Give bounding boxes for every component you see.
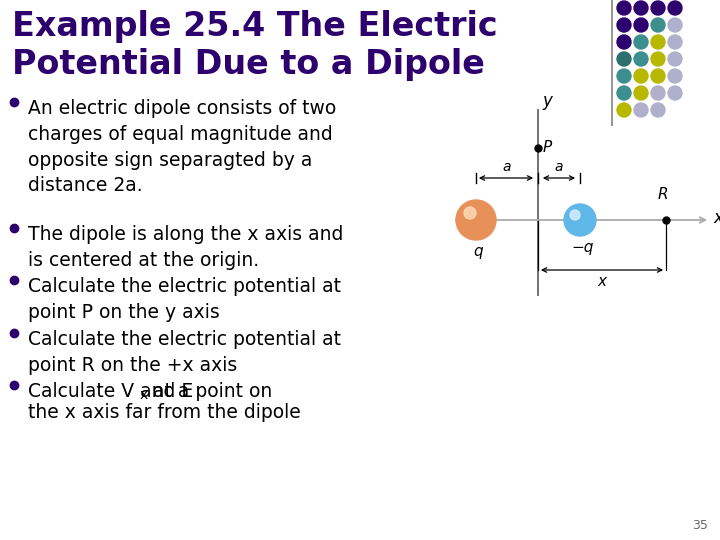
Text: −q: −q <box>572 240 594 255</box>
Circle shape <box>668 18 682 32</box>
Circle shape <box>564 204 596 236</box>
Circle shape <box>634 103 648 117</box>
Circle shape <box>651 1 665 15</box>
Circle shape <box>617 86 631 100</box>
Circle shape <box>651 18 665 32</box>
Text: y: y <box>542 92 552 110</box>
Circle shape <box>651 52 665 66</box>
Text: R: R <box>657 187 668 202</box>
Text: Calculate the electric potential at
point P on the y axis: Calculate the electric potential at poin… <box>28 277 341 322</box>
Text: a: a <box>554 160 563 174</box>
Circle shape <box>617 18 631 32</box>
Circle shape <box>570 210 580 220</box>
Circle shape <box>617 52 631 66</box>
Circle shape <box>668 52 682 66</box>
Circle shape <box>634 86 648 100</box>
Circle shape <box>668 1 682 15</box>
Text: The dipole is along the x axis and
is centered at the origin.: The dipole is along the x axis and is ce… <box>28 225 343 270</box>
Text: Calculate the electric potential at
point R on the +x axis: Calculate the electric potential at poin… <box>28 330 341 375</box>
Text: a: a <box>503 160 511 174</box>
Circle shape <box>651 69 665 83</box>
Text: the x axis far from the dipole: the x axis far from the dipole <box>28 403 301 422</box>
Text: P: P <box>543 140 552 156</box>
Text: x: x <box>598 274 606 289</box>
Text: Potential Due to a Dipole: Potential Due to a Dipole <box>12 48 485 81</box>
Circle shape <box>634 69 648 83</box>
Circle shape <box>617 69 631 83</box>
Circle shape <box>617 103 631 117</box>
Circle shape <box>634 1 648 15</box>
Text: Calculate V and E: Calculate V and E <box>28 382 193 401</box>
Circle shape <box>456 200 496 240</box>
Text: at a point on: at a point on <box>147 382 272 401</box>
Circle shape <box>668 35 682 49</box>
Circle shape <box>464 207 476 219</box>
Circle shape <box>668 86 682 100</box>
Text: An electric dipole consists of two
charges of equal magnitude and
opposite sign : An electric dipole consists of two charg… <box>28 99 336 195</box>
Circle shape <box>634 35 648 49</box>
Circle shape <box>617 35 631 49</box>
Circle shape <box>651 103 665 117</box>
Text: x: x <box>140 388 148 402</box>
Text: 35: 35 <box>692 519 708 532</box>
Circle shape <box>668 69 682 83</box>
Text: x: x <box>713 209 720 227</box>
Circle shape <box>634 52 648 66</box>
Text: Example 25.4 The Electric: Example 25.4 The Electric <box>12 10 498 43</box>
Circle shape <box>651 35 665 49</box>
Circle shape <box>617 1 631 15</box>
Circle shape <box>634 18 648 32</box>
Text: q: q <box>473 244 483 259</box>
Circle shape <box>651 86 665 100</box>
